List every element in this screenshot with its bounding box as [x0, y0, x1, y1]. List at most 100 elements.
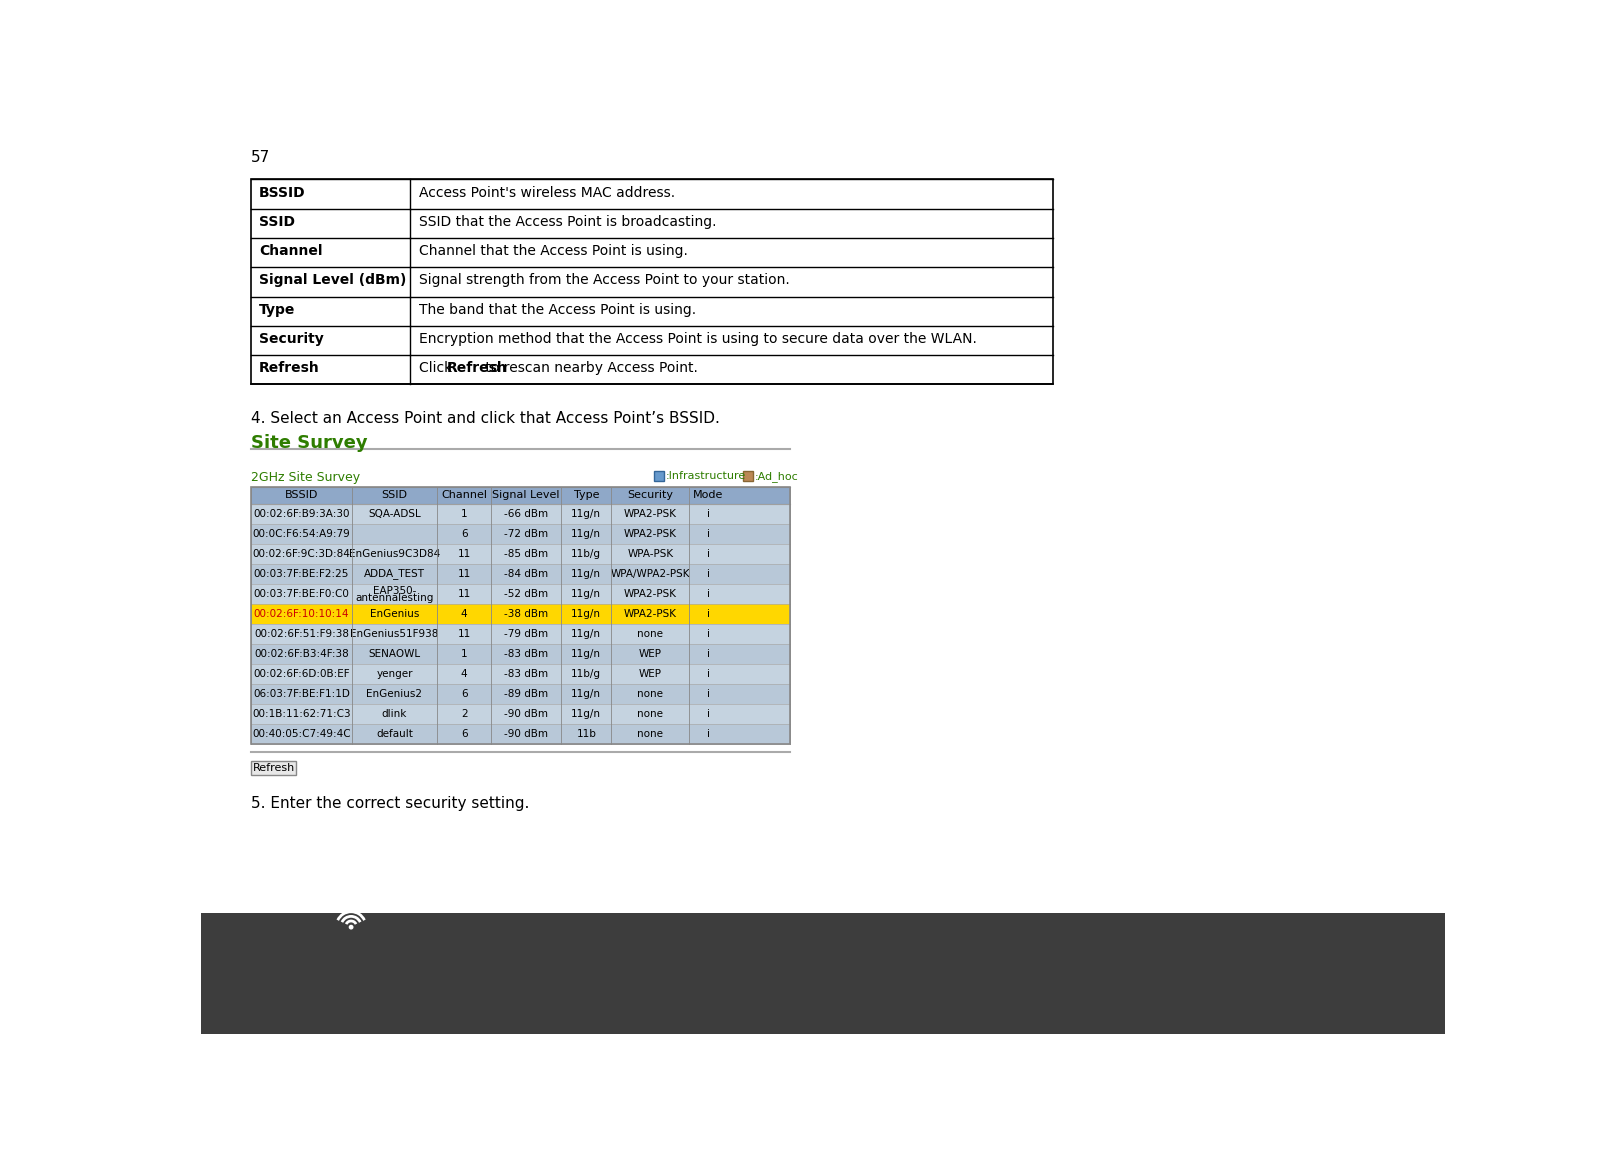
Text: The band that the Access Point is using.: The band that the Access Point is using. [419, 302, 697, 316]
FancyBboxPatch shape [250, 761, 295, 775]
Bar [250, 624, 790, 644]
Text: dlink: dlink [382, 709, 408, 719]
Text: 11g/n: 11g/n [571, 589, 600, 598]
Text: BSSID: BSSID [258, 186, 305, 200]
Text: 00:02:6F:9C:3D:84: 00:02:6F:9C:3D:84 [252, 548, 350, 559]
Text: -52 dBm: -52 dBm [504, 589, 547, 598]
Text: 06:03:7F:BE:F1:1D: 06:03:7F:BE:F1:1D [254, 689, 350, 698]
Text: 00:0C:F6:54:A9:79: 00:0C:F6:54:A9:79 [252, 529, 350, 539]
Text: 6: 6 [461, 529, 467, 539]
Text: EnGenius9C3D84: EnGenius9C3D84 [348, 548, 440, 559]
Text: 00:02:6F:B3:4F:38: 00:02:6F:B3:4F:38 [254, 648, 348, 659]
Text: -83 dBm: -83 dBm [504, 669, 547, 679]
Text: 00:02:6F:10:10:14: 00:02:6F:10:10:14 [254, 609, 348, 618]
Bar [250, 604, 790, 624]
Text: 57: 57 [250, 150, 270, 165]
Text: EnGenius2: EnGenius2 [366, 689, 422, 698]
Text: 4: 4 [461, 669, 467, 679]
Bar [250, 179, 1053, 385]
Text: :Infrastructure: :Infrastructure [666, 472, 746, 481]
Bar [250, 583, 790, 604]
Bar [743, 472, 753, 481]
Bar [250, 524, 790, 544]
Text: Security: Security [258, 332, 324, 346]
Text: 11g/n: 11g/n [571, 568, 600, 579]
Text: i: i [706, 589, 709, 598]
Text: EnGenius: EnGenius [239, 944, 488, 989]
Text: -66 dBm: -66 dBm [504, 509, 547, 518]
Bar [250, 503, 790, 524]
Bar [250, 683, 790, 704]
Text: 11b/g: 11b/g [571, 669, 600, 679]
Text: none: none [637, 729, 663, 739]
Text: i: i [706, 629, 709, 639]
Text: 5. Enter the correct security setting.: 5. Enter the correct security setting. [250, 796, 530, 811]
Text: SSID: SSID [258, 215, 295, 229]
Text: -72 dBm: -72 dBm [504, 529, 547, 539]
Text: 4: 4 [461, 609, 467, 618]
Text: 00:02:6F:51:F9:38: 00:02:6F:51:F9:38 [254, 629, 348, 639]
Text: i: i [706, 609, 709, 618]
Text: WPA2-PSK: WPA2-PSK [623, 529, 676, 539]
Text: Mode: Mode [693, 490, 724, 500]
Text: 11: 11 [457, 548, 470, 559]
Text: 4. Select an Access Point and click that Access Point’s BSSID.: 4. Select an Access Point and click that… [250, 411, 719, 426]
Bar [250, 724, 790, 744]
Text: Channel: Channel [441, 490, 486, 500]
Text: to rescan nearby Access Point.: to rescan nearby Access Point. [480, 361, 697, 375]
Text: 11b: 11b [576, 729, 595, 739]
Text: Encryption method that the Access Point is using to secure data over the WLAN.: Encryption method that the Access Point … [419, 332, 976, 346]
Text: none: none [637, 629, 663, 639]
Text: 11g/n: 11g/n [571, 648, 600, 659]
Text: WPA-PSK: WPA-PSK [628, 548, 672, 559]
Bar [250, 664, 790, 683]
Text: 00:03:7F:BE:F2:25: 00:03:7F:BE:F2:25 [254, 568, 348, 579]
Text: yenger: yenger [376, 669, 412, 679]
Text: 11g/n: 11g/n [571, 709, 600, 719]
Text: SSID that the Access Point is broadcasting.: SSID that the Access Point is broadcasti… [419, 215, 716, 229]
Text: ®: ® [380, 940, 400, 960]
Text: Type: Type [258, 302, 295, 316]
Text: SENAOWL: SENAOWL [368, 648, 421, 659]
Text: 00:40:05:C7:49:4C: 00:40:05:C7:49:4C [252, 729, 350, 739]
Bar [250, 487, 790, 744]
Text: -90 dBm: -90 dBm [504, 729, 547, 739]
Text: Signal Level (dBm): Signal Level (dBm) [258, 273, 406, 287]
Text: SSID: SSID [382, 490, 408, 500]
Text: 6: 6 [461, 689, 467, 698]
Text: EAP350-: EAP350- [372, 586, 416, 596]
Text: Signal Level: Signal Level [493, 490, 560, 500]
Text: i: i [706, 669, 709, 679]
Text: WPA2-PSK: WPA2-PSK [623, 509, 676, 518]
Text: 11: 11 [457, 568, 470, 579]
Text: 11g/n: 11g/n [571, 609, 600, 618]
Text: WPA2-PSK: WPA2-PSK [623, 589, 676, 598]
Circle shape [350, 925, 353, 928]
Bar [250, 564, 790, 583]
Text: i: i [706, 709, 709, 719]
Text: 11: 11 [457, 629, 470, 639]
Text: i: i [706, 548, 709, 559]
Text: -89 dBm: -89 dBm [504, 689, 547, 698]
Text: -38 dBm: -38 dBm [504, 609, 547, 618]
Text: -84 dBm: -84 dBm [504, 568, 547, 579]
Text: WEP: WEP [639, 669, 661, 679]
Text: Refresh: Refresh [258, 361, 319, 375]
Text: EnGenius51F938: EnGenius51F938 [350, 629, 438, 639]
Text: WEP: WEP [639, 648, 661, 659]
Text: 00:02:6F:6D:0B:EF: 00:02:6F:6D:0B:EF [254, 669, 350, 679]
Text: i: i [706, 509, 709, 518]
Bar [250, 644, 790, 664]
Text: 11g/n: 11g/n [571, 529, 600, 539]
Text: i: i [706, 648, 709, 659]
Text: 2: 2 [461, 709, 467, 719]
Text: -85 dBm: -85 dBm [504, 548, 547, 559]
Bar [250, 704, 790, 724]
Text: Access Point's wireless MAC address.: Access Point's wireless MAC address. [419, 186, 676, 200]
Text: 1: 1 [461, 648, 467, 659]
Text: 6: 6 [461, 729, 467, 739]
Text: i: i [706, 729, 709, 739]
Text: -79 dBm: -79 dBm [504, 629, 547, 639]
Text: Refresh: Refresh [446, 361, 507, 375]
Text: none: none [637, 689, 663, 698]
